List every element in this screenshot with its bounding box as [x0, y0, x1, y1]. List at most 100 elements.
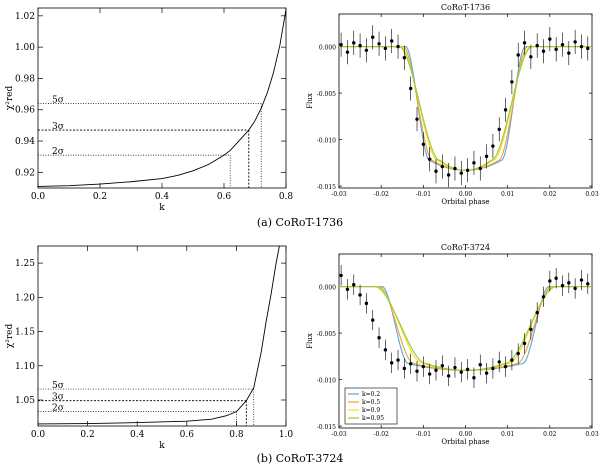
- model-curve-k=0.95: [339, 46, 592, 171]
- x-axis-label-1: Orbital phase: [441, 198, 489, 206]
- model-curve-k=0.5: [339, 46, 592, 171]
- y-tick-label-1: -0.015: [317, 184, 336, 191]
- light-curve-plot-b: -0.03 -0.02 -0.01 0.00 0.01 0.02 0.03 0.000 -0.0…: [306, 243, 599, 446]
- data-point: [579, 278, 584, 282]
- y-axis-label-1: Flux: [306, 93, 314, 109]
- y-tick-label-2: 1.20: [15, 293, 35, 303]
- sigma-label: 5σ: [52, 95, 64, 105]
- data-point: [427, 372, 432, 376]
- data-point: [465, 168, 470, 173]
- plot-frame-0: [37, 7, 287, 189]
- x-tick-label-3: -0.02: [373, 431, 389, 438]
- x-tick-label-2: 1.0: [279, 430, 294, 440]
- y-tick-label-0: 0.92: [15, 168, 35, 178]
- data-point: [339, 273, 343, 278]
- y-axis-label-0: χ²red: [5, 86, 15, 111]
- data-point: [421, 364, 426, 369]
- sigma-label: 5σ: [52, 381, 64, 391]
- data-point: [371, 318, 375, 322]
- x-tick-label-0: 0.6: [217, 192, 232, 202]
- data-point: [377, 336, 381, 340]
- sigma-label: 3σ: [52, 393, 64, 403]
- x-tick-label-2: 0.4: [130, 430, 145, 440]
- sigma-label: 2σ: [52, 147, 64, 157]
- y-tick-label-0: 0.98: [15, 74, 35, 84]
- data-point: [554, 276, 558, 280]
- data-point: [408, 362, 413, 366]
- chart-title-1: CoRoT-1736: [441, 3, 490, 12]
- data-point: [390, 39, 394, 43]
- data-point: [491, 144, 495, 148]
- data-point: [491, 366, 495, 371]
- data-point: [453, 166, 457, 171]
- y-tick-label-2: 1.15: [15, 328, 35, 338]
- x-axis-label-0: k: [159, 203, 165, 213]
- model-curve-k=0.95: [339, 286, 592, 371]
- data-point: [402, 56, 407, 60]
- data-point: [529, 55, 533, 59]
- x-tick-label-3: 0.02: [543, 431, 557, 438]
- x-tick-label-0: 0.4: [155, 192, 170, 202]
- data-point: [371, 35, 375, 39]
- data-point: [586, 46, 590, 51]
- data-point: [352, 283, 356, 287]
- x-tick-label-3: 0.01: [501, 431, 514, 438]
- y-tick-label-0: 1.02: [15, 12, 35, 22]
- data-point: [440, 363, 445, 368]
- x-axis-label-3: Orbital phase: [441, 438, 489, 446]
- y-axis-label-3: Flux: [306, 333, 314, 349]
- data-point: [434, 368, 438, 373]
- chi-square-plot-a: 0.0 0.2 0.4 0.6 0.8 0.92 0.94 0.96 0.98 1.00 1.02 k…: [5, 7, 294, 213]
- x-tick-label-3: 0.00: [459, 431, 473, 438]
- x-tick-label-3: 0.03: [585, 431, 599, 438]
- data-point: [446, 374, 451, 378]
- data-point: [345, 50, 350, 54]
- plot-frame-2: [37, 245, 287, 427]
- data-point: [402, 366, 407, 371]
- data-point: [503, 108, 508, 112]
- y-tick-label-3: -0.010: [317, 378, 336, 385]
- x-tick-label-3: -0.01: [416, 431, 431, 438]
- caption-a: (a) CoRoT-1736: [257, 216, 343, 229]
- x-tick-label-1: 0.03: [585, 191, 599, 198]
- data-point: [541, 49, 546, 53]
- data-point: [535, 310, 539, 315]
- y-tick-label-3: -0.015: [317, 424, 336, 431]
- data-point: [516, 53, 520, 57]
- data-point: [529, 327, 533, 332]
- y-tick-label-0: 0.96: [15, 106, 35, 116]
- y-tick-label-2: 1.05: [15, 396, 35, 406]
- legend-label: k=0.9: [362, 407, 380, 414]
- data-point: [440, 164, 445, 169]
- x-tick-label-0: 0.8: [279, 192, 294, 202]
- x-tick-label-1: 0.01: [501, 191, 514, 198]
- data-point: [364, 48, 369, 52]
- data-point: [396, 44, 400, 49]
- data-point: [472, 161, 476, 165]
- y-tick-label-3: -0.005: [317, 331, 336, 338]
- data-point: [497, 360, 501, 364]
- data-point: [377, 42, 381, 46]
- data-point: [415, 369, 419, 373]
- data-point: [390, 361, 394, 365]
- x-tick-label-0: 0.0: [31, 192, 46, 202]
- x-tick-label-1: 0.02: [543, 191, 557, 198]
- data-point: [421, 142, 426, 146]
- data-point: [339, 43, 343, 47]
- data-point: [579, 44, 584, 49]
- x-tick-label-1: -0.02: [373, 191, 389, 198]
- model-curve-k=0.9: [339, 46, 592, 171]
- data-point: [510, 80, 514, 84]
- y-tick-label-2: 1.25: [15, 259, 35, 269]
- data-point: [383, 348, 388, 352]
- data-point: [497, 127, 501, 132]
- data-point: [383, 46, 388, 51]
- x-tick-label-2: 0.8: [229, 430, 244, 440]
- data-point: [586, 282, 590, 286]
- data-point: [358, 293, 362, 297]
- y-tick-label-1: -0.005: [317, 91, 336, 98]
- data-point: [415, 117, 419, 121]
- data-point: [446, 173, 451, 177]
- data-point: [516, 351, 520, 356]
